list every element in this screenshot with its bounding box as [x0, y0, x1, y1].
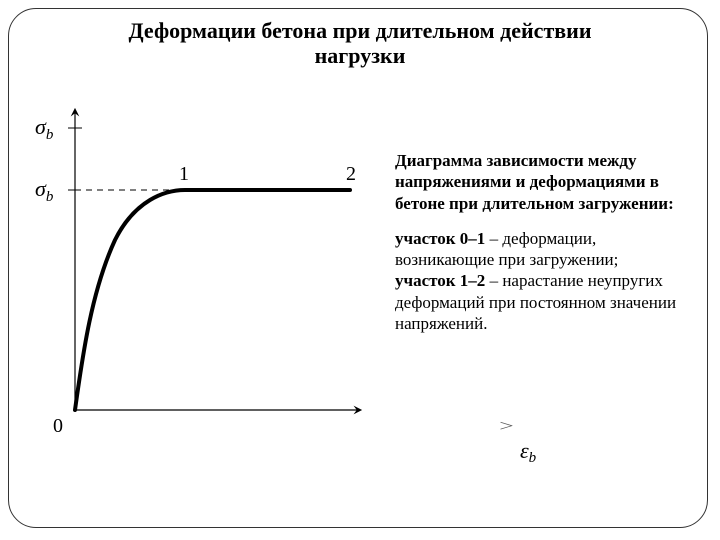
chart-description: участок 0–1 – деформации, возникающие пр… — [395, 228, 695, 334]
svg-text:0: 0 — [53, 415, 63, 437]
x-axis-label: εb > — [520, 438, 536, 467]
svg-text:σb: σb — [35, 176, 54, 205]
stress-strain-chart: 0 1 2 σb σb — [20, 100, 380, 440]
description-block: Диаграмма зависимости между напряжениями… — [395, 150, 695, 334]
svg-text:1: 1 — [179, 163, 189, 185]
svg-text:σb: σb — [35, 114, 54, 143]
title-line1: Деформации бетона при длительном действи… — [129, 18, 592, 43]
title-line2: нагрузки — [315, 43, 406, 68]
segment-01-label: участок 0–1 — [395, 229, 485, 248]
chart-subtitle: Диаграмма зависимости между напряжениями… — [395, 150, 695, 214]
svg-text:2: 2 — [346, 163, 356, 185]
segment-12-label: участок 1–2 — [395, 271, 485, 290]
page-title: Деформации бетона при длительном действи… — [0, 18, 720, 69]
